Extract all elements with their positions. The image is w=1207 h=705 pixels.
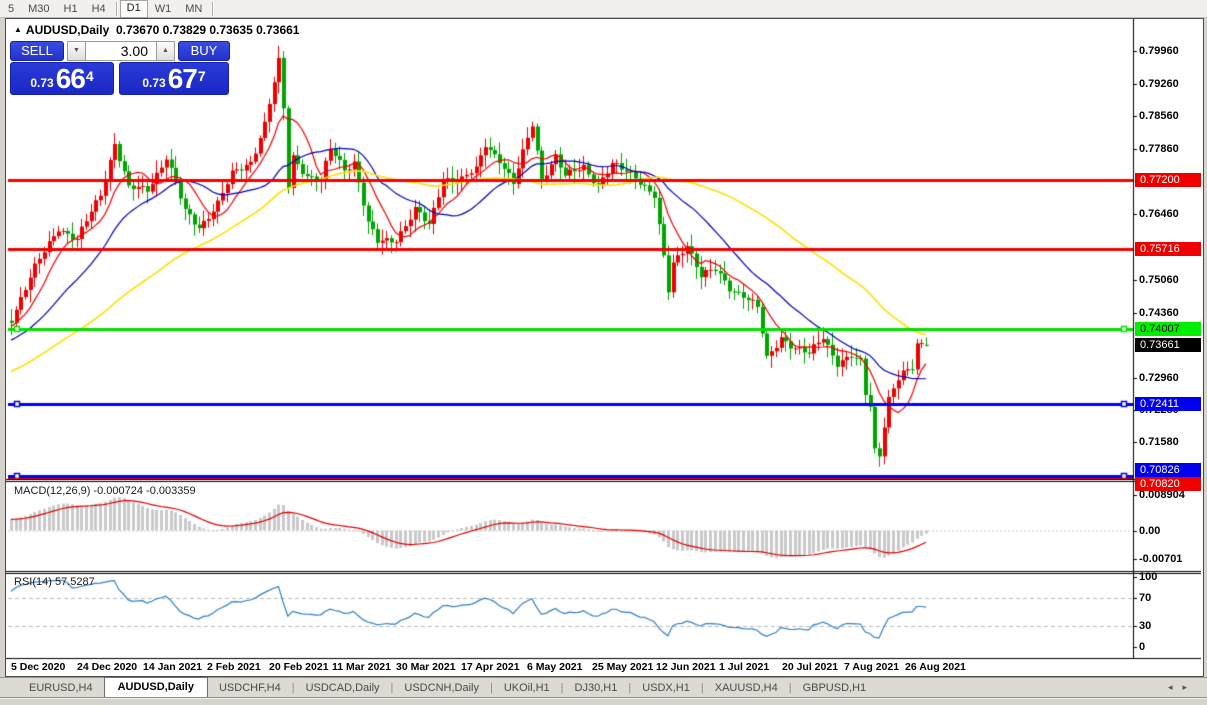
date-axis-label: 25 May 2021: [592, 661, 654, 673]
chart-tab-usdcad-daily[interactable]: USDCAD,Daily: [305, 682, 380, 694]
rsi-tick-label: 100: [1139, 571, 1158, 583]
price-tick-label: 0.79960: [1139, 45, 1179, 57]
date-axis-label: 24 Dec 2020: [77, 661, 138, 673]
price-level-badge: 0.70826: [1135, 463, 1201, 477]
buy-price-main: 67: [167, 63, 198, 94]
rsi-tick-label: 30: [1139, 620, 1152, 632]
chart-tab-bar: EURUSD,H4 AUDUSD,Daily USDCHF,H4 | USDCAD,Da…: [0, 677, 1207, 697]
price-level-badge: 0.75716: [1135, 242, 1201, 256]
macd-tick-label: -0.00701: [1139, 553, 1183, 565]
timeframe-button-mn[interactable]: MN: [185, 2, 203, 15]
date-axis-label: 2 Feb 2021: [207, 661, 261, 673]
collapse-triangle-icon[interactable]: ▲: [14, 25, 22, 34]
price-tick-label: 0.71580: [1139, 436, 1179, 448]
status-bar: [0, 697, 1207, 705]
price-tick-label: 0.76460: [1139, 208, 1179, 220]
rsi-tick-label: 70: [1139, 592, 1152, 604]
tab-separator: |: [788, 682, 792, 694]
sell-price-pip: 4: [85, 68, 94, 84]
tab-scroll-left-icon[interactable]: ◂: [1167, 682, 1183, 692]
chart-tab-eurusd-h4[interactable]: EURUSD,H4: [29, 682, 93, 694]
tab-separator: |: [700, 682, 704, 694]
macd-tick-label: 0.008904: [1139, 489, 1185, 501]
date-axis-label: 17 Apr 2021: [461, 661, 520, 673]
timeframe-button-h1[interactable]: H1: [63, 2, 78, 15]
price-tick-label: 0.75060: [1139, 274, 1179, 286]
date-axis-label: 12 Jun 2021: [656, 661, 716, 673]
sell-price-main: 66: [55, 63, 86, 94]
toolbar-separator: [212, 1, 214, 16]
date-axis-label: 20 Jul 2021: [782, 661, 839, 673]
macd-tick-label: 0.00: [1139, 525, 1161, 537]
chart-title: ▲ AUDUSD,Daily 0.73670 0.73829 0.73635 0.…: [14, 23, 299, 37]
tab-separator: |: [628, 682, 632, 694]
chart-tab-usdchf-h4[interactable]: USDCHF,H4: [218, 682, 281, 694]
price-level-badge: 0.70820: [1135, 477, 1201, 491]
buy-button[interactable]: BUY: [178, 41, 230, 61]
tab-separator: |: [291, 682, 295, 694]
tab-scroll-right-icon[interactable]: ▸: [1182, 682, 1197, 692]
tab-separator: |: [489, 682, 493, 694]
timeframe-button-d1[interactable]: D1: [119, 0, 148, 18]
chart-tab-gbpusd-h1[interactable]: GBPUSD,H1: [802, 682, 867, 694]
one-click-trading-panel: SELL ▼ 3.00 ▲ BUY 0.73 66 4 0.73 67 7: [10, 41, 230, 95]
volume-increase-button[interactable]: ▲: [156, 41, 175, 61]
chart-ohlc-values: 0.73670 0.73829 0.73635 0.73661: [115, 23, 300, 37]
timeframe-button-w1[interactable]: W1: [154, 2, 172, 15]
rsi-tick-label: 0: [1139, 641, 1146, 653]
date-axis-label: 20 Feb 2021: [269, 661, 329, 673]
chart-tab-audusd-daily[interactable]: AUDUSD,Daily: [103, 677, 208, 697]
chart-symbol-label: AUDUSD,Daily: [25, 23, 110, 37]
price-tick-label: 0.78560: [1139, 110, 1179, 122]
chart-tab-dj30-h1[interactable]: DJ30,H1: [574, 682, 618, 694]
date-axis-label: 30 Mar 2021: [396, 661, 456, 673]
volume-input[interactable]: 3.00: [86, 41, 156, 61]
buy-price-prefix: 0.73: [142, 76, 166, 90]
price-tick-label: 0.79260: [1139, 78, 1179, 90]
price-tick-label: 0.74360: [1139, 307, 1179, 319]
tab-separator: |: [560, 682, 564, 694]
buy-price-pip: 7: [197, 68, 206, 84]
buy-price-display[interactable]: 0.73 67 7: [119, 62, 229, 95]
price-level-badge: 0.74007: [1135, 322, 1201, 336]
chart-window: ▲ AUDUSD,Daily 0.73670 0.73829 0.73635 0.…: [5, 18, 1204, 677]
chart-tab-usdx-h1[interactable]: USDX,H1: [642, 682, 690, 694]
chart-tab-ukoil-h1[interactable]: UKOil,H1: [503, 682, 550, 694]
date-axis-label: 5 Dec 2020: [11, 661, 66, 673]
date-axis-label: 7 Aug 2021: [844, 661, 900, 673]
timeframe-button-h4[interactable]: H4: [91, 2, 106, 15]
date-axis-label: 11 Mar 2021: [332, 661, 391, 673]
price-level-badge: 0.72411: [1135, 397, 1201, 411]
sell-price-prefix: 0.73: [30, 76, 54, 90]
timeframe-toolbar: 5 M30 H1 H4 D1 W1 MN: [0, 0, 1207, 18]
macd-indicator-label: MACD(12,26,9) -0.000724 -0.003359: [14, 485, 196, 497]
chart-tab-usdcnh-daily[interactable]: USDCNH,Daily: [404, 682, 479, 694]
date-axis-label: 14 Jan 2021: [143, 661, 202, 673]
price-level-badge: 0.73661: [1135, 338, 1201, 352]
volume-decrease-button[interactable]: ▼: [67, 41, 86, 61]
date-axis-label: 26 Aug 2021: [905, 661, 966, 673]
price-chart-canvas[interactable]: [6, 19, 1201, 674]
price-level-badge: 0.77200: [1135, 173, 1201, 187]
toolbar-separator: [115, 1, 117, 16]
timeframe-button-m30[interactable]: M30: [28, 2, 50, 15]
tab-scroll-arrows: ◂▸: [1168, 682, 1197, 693]
rsi-indicator-label: RSI(14) 57.5287: [14, 576, 95, 588]
tab-separator: |: [390, 682, 394, 694]
chart-tab-xauusd-h4[interactable]: XAUUSD,H4: [714, 682, 778, 694]
timeframe-button-5[interactable]: 5: [8, 2, 15, 15]
sell-price-display[interactable]: 0.73 66 4: [10, 62, 114, 95]
price-tick-label: 0.77860: [1139, 143, 1179, 155]
date-axis-label: 1 Jul 2021: [719, 661, 770, 673]
price-tick-label: 0.72960: [1139, 372, 1179, 384]
sell-button[interactable]: SELL: [10, 41, 64, 61]
date-axis-label: 6 May 2021: [527, 661, 583, 673]
